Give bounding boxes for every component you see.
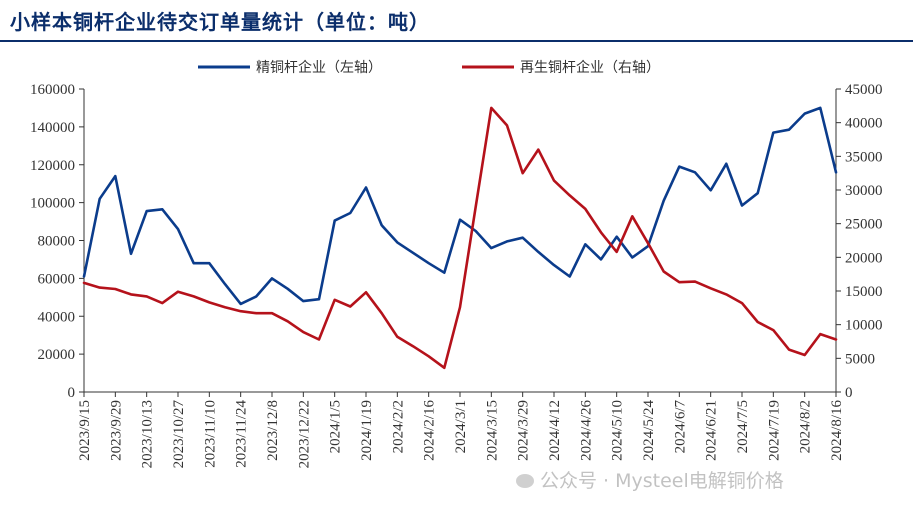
x-tick-label: 2024/7/5 [735, 400, 751, 453]
x-tick-label: 2024/4/26 [578, 400, 594, 461]
y-left-tick-label: 100000 [30, 196, 75, 212]
series-line-recycled [82, 106, 838, 370]
x-tick-label: 2023/9/15 [77, 400, 93, 461]
x-tick-label: 2024/5/24 [641, 400, 657, 461]
title-rule [0, 40, 913, 42]
x-tick-label: 2023/9/29 [108, 400, 124, 461]
y-right-tick-label: 15000 [845, 284, 883, 300]
y-right-tick-label: 0 [845, 385, 853, 401]
x-tick-label: 2024/8/2 [798, 400, 814, 453]
x-tick-label: 2024/1/5 [328, 400, 344, 453]
legend-item-refined-label: 精铜杆企业（左轴） [256, 59, 382, 76]
chart-title: 小样本铜杆企业待交订单量统计（单位：吨） [10, 10, 430, 34]
x-tick-label: 2024/4/12 [547, 400, 563, 461]
x-tick-label: 2024/7/19 [766, 400, 782, 461]
wechat-icon [516, 474, 534, 488]
y-left-tick-label: 20000 [38, 347, 76, 363]
chart-legend: 精铜杆企业（左轴） 再生铜杆企业（右轴） [198, 59, 660, 76]
watermark: 公众号 · Mysteel电解铜价格 [516, 466, 784, 493]
x-tick-label: 2024/6/21 [704, 400, 720, 461]
x-tick-label: 2024/2/16 [422, 400, 438, 461]
chart-series [82, 106, 838, 370]
x-tick-label: 2023/12/8 [265, 400, 281, 461]
x-tick-label: 2024/1/19 [359, 400, 375, 461]
x-tick-label: 2024/3/15 [484, 400, 500, 461]
x-tick-label: 2024/8/16 [829, 400, 845, 461]
y-left-tick-label: 120000 [30, 158, 75, 174]
y-right-tick-label: 25000 [845, 217, 883, 233]
x-tick-label: 2024/2/2 [390, 400, 406, 453]
y-right-tick-label: 5000 [845, 351, 875, 367]
x-tick-label: 2024/6/7 [672, 400, 688, 454]
y-left-tick-label: 140000 [30, 120, 75, 136]
x-tick-label: 2024/3/1 [453, 400, 469, 453]
x-tick-label: 2023/10/13 [140, 400, 156, 468]
chart-axes: 0200004000060000800001000001200001400001… [30, 82, 883, 468]
x-tick-label: 2023/12/22 [296, 400, 312, 468]
x-tick-label: 2024/3/29 [516, 400, 532, 461]
x-tick-label: 2023/10/27 [171, 400, 187, 469]
y-right-tick-label: 30000 [845, 183, 883, 199]
y-right-tick-label: 10000 [845, 318, 883, 334]
y-right-tick-label: 45000 [845, 82, 883, 98]
y-left-tick-label: 60000 [38, 271, 76, 287]
legend-item-recycled-label: 再生铜杆企业（右轴） [520, 59, 660, 76]
y-left-tick-label: 0 [68, 385, 76, 401]
y-right-tick-label: 40000 [845, 116, 883, 132]
x-tick-label: 2023/11/24 [234, 400, 250, 468]
series-line-refined [82, 106, 838, 306]
y-left-tick-label: 160000 [30, 82, 75, 98]
y-left-tick-label: 40000 [38, 309, 76, 325]
x-tick-label: 2023/11/10 [202, 400, 218, 468]
watermark-text: 公众号 · Mysteel电解铜价格 [540, 470, 784, 492]
y-left-tick-label: 80000 [38, 234, 76, 250]
y-right-tick-label: 35000 [845, 149, 883, 165]
y-right-tick-label: 20000 [845, 250, 883, 266]
x-tick-label: 2024/5/10 [610, 400, 626, 461]
